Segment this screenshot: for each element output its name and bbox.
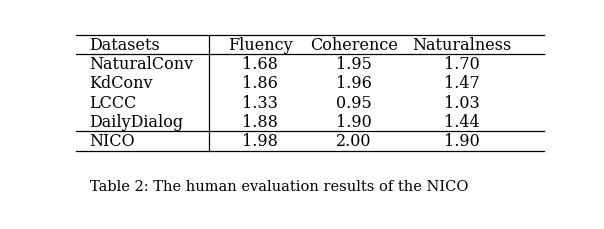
Text: 2.00: 2.00	[336, 133, 372, 150]
Text: Table 2: The human evaluation results of the NICO: Table 2: The human evaluation results of…	[89, 179, 468, 193]
Text: 1.98: 1.98	[242, 133, 278, 150]
Text: 1.70: 1.70	[444, 56, 480, 73]
Text: 1.95: 1.95	[336, 56, 372, 73]
Text: KdConv: KdConv	[89, 75, 153, 92]
Text: 1.03: 1.03	[444, 94, 480, 111]
Text: 1.86: 1.86	[242, 75, 278, 92]
Text: 1.33: 1.33	[242, 94, 278, 111]
Text: DailyDialog: DailyDialog	[89, 114, 184, 131]
Text: 1.47: 1.47	[444, 75, 480, 92]
Text: 1.96: 1.96	[336, 75, 372, 92]
Text: Coherence: Coherence	[310, 37, 398, 54]
Text: Naturalness: Naturalness	[412, 37, 512, 54]
Text: 1.90: 1.90	[444, 133, 480, 150]
Text: 0.95: 0.95	[336, 94, 372, 111]
Text: LCCC: LCCC	[89, 94, 137, 111]
Text: 1.88: 1.88	[242, 114, 278, 131]
Text: 1.68: 1.68	[242, 56, 278, 73]
Text: NaturalConv: NaturalConv	[89, 56, 194, 73]
Text: NICO: NICO	[89, 133, 135, 150]
Text: 1.90: 1.90	[336, 114, 372, 131]
Text: 1.44: 1.44	[444, 114, 480, 131]
Text: Datasets: Datasets	[89, 37, 160, 54]
Text: Fluency: Fluency	[228, 37, 293, 54]
